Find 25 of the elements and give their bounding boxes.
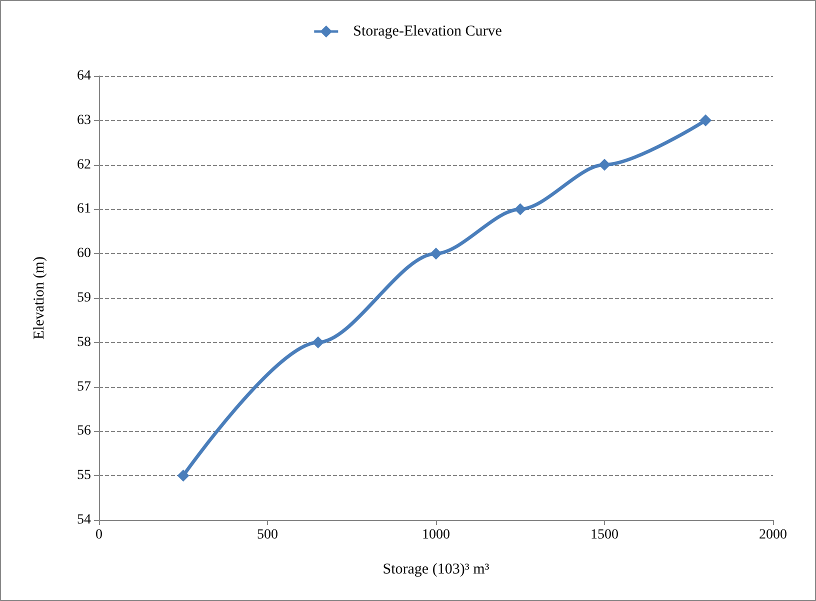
x-tick-label: 0 bbox=[96, 528, 102, 542]
point bbox=[312, 336, 324, 348]
y-tick-label: 61 bbox=[77, 202, 91, 217]
y-tick-label: 56 bbox=[77, 424, 91, 439]
y-tick-label: 57 bbox=[77, 379, 91, 394]
point bbox=[177, 470, 190, 482]
point bbox=[430, 248, 442, 260]
point bbox=[598, 158, 610, 171]
y-axis-title: Elevation (m) bbox=[32, 256, 48, 340]
y-tick-label: 63 bbox=[77, 112, 91, 128]
y-tick-label: 58 bbox=[77, 334, 91, 350]
x-tick-label: 2000 bbox=[759, 528, 787, 542]
y-tick-label: 59 bbox=[77, 290, 91, 306]
x-tick-label: 1000 bbox=[422, 528, 450, 542]
x-tick-label: 1500 bbox=[590, 528, 618, 542]
x-axis-title: Storage (103)³ m³ bbox=[382, 562, 490, 578]
y-tick-label: 55 bbox=[77, 468, 91, 484]
x-tick-label: 500 bbox=[257, 528, 278, 542]
point bbox=[700, 114, 712, 126]
y-tick-label: 64 bbox=[77, 68, 91, 84]
y-tick-label: 54 bbox=[77, 512, 91, 528]
y-tick-label: 62 bbox=[77, 157, 91, 172]
legend-label: Storage-Elevation Curve bbox=[353, 24, 502, 40]
point bbox=[514, 203, 526, 216]
y-tick-label: 60 bbox=[77, 246, 91, 262]
